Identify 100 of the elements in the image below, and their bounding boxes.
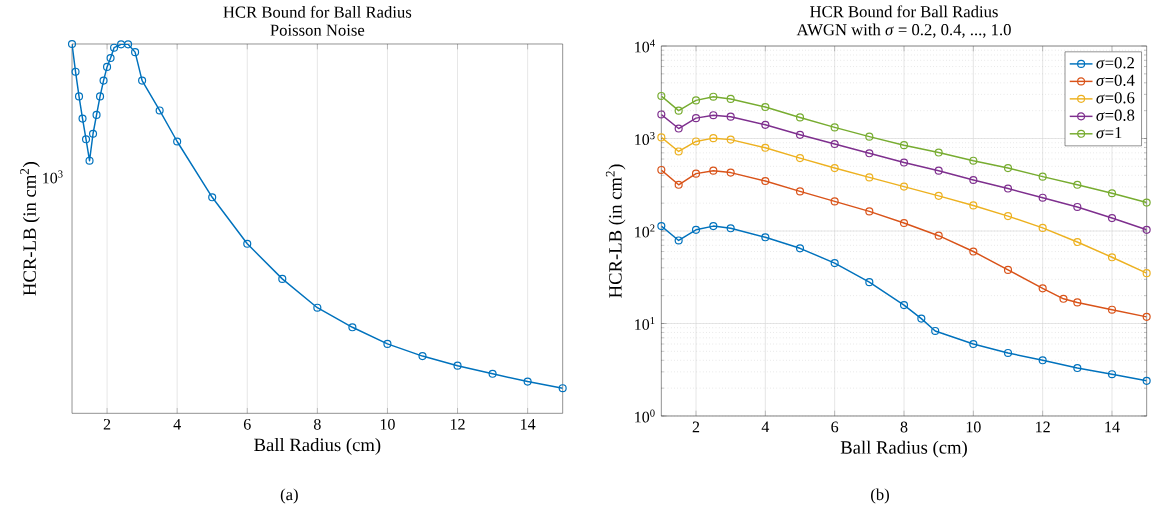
point	[830, 123, 839, 132]
x-tick-label: 12	[1036, 421, 1050, 433]
point	[1107, 305, 1117, 314]
point	[1038, 356, 1047, 365]
point	[674, 180, 683, 190]
point	[1142, 198, 1151, 207]
point	[969, 176, 978, 185]
point	[761, 143, 770, 153]
point	[761, 120, 770, 130]
point	[830, 259, 839, 268]
x-tick-label: 6	[243, 419, 251, 430]
point	[1107, 189, 1117, 198]
point	[691, 96, 701, 105]
x-tick-label: 14	[521, 419, 536, 430]
point	[1059, 294, 1068, 304]
point	[709, 166, 718, 175]
point	[106, 54, 115, 63]
point	[523, 377, 532, 386]
point	[155, 106, 164, 115]
point	[173, 137, 182, 146]
point	[934, 191, 943, 201]
point	[969, 156, 978, 165]
point	[74, 92, 84, 101]
point	[243, 239, 252, 249]
point	[1038, 224, 1047, 233]
point	[969, 201, 978, 210]
x-tick-label: 14	[1105, 421, 1120, 433]
point	[131, 48, 140, 57]
point	[278, 274, 287, 284]
point	[1107, 370, 1117, 379]
point	[865, 207, 874, 216]
point	[865, 278, 874, 287]
point	[110, 43, 119, 52]
point	[99, 76, 108, 85]
point	[138, 76, 147, 85]
point	[95, 92, 105, 101]
legend-label: σ=0.2	[1096, 57, 1134, 69]
point	[726, 135, 735, 144]
point	[1003, 349, 1013, 358]
point	[795, 244, 805, 253]
point	[934, 231, 943, 240]
point	[1073, 364, 1082, 373]
point	[1142, 225, 1151, 235]
x-tick-label: 2	[103, 419, 111, 430]
point	[1142, 312, 1151, 322]
point	[81, 135, 91, 144]
point	[691, 137, 701, 146]
point	[830, 140, 839, 149]
point	[726, 112, 735, 121]
point	[709, 92, 718, 101]
x-tick-label: 12	[450, 419, 465, 430]
point	[899, 301, 909, 310]
x-tick-label: 6	[831, 421, 839, 433]
y-tick-label: 10$^{1}$	[635, 317, 655, 331]
point	[348, 323, 357, 332]
y-axis-title: HCR-LB (in cm$^{2}$)	[20, 162, 40, 296]
point	[67, 40, 77, 49]
point	[691, 169, 701, 178]
point	[761, 103, 770, 112]
point	[657, 166, 666, 175]
point	[761, 233, 770, 242]
point	[726, 95, 735, 104]
point	[124, 40, 133, 49]
point	[657, 133, 666, 142]
text: (b)	[871, 488, 889, 504]
point	[795, 154, 805, 163]
point	[761, 177, 770, 186]
point	[899, 141, 909, 150]
point	[830, 164, 839, 173]
chart-title: HCR Bound for Ball Radius	[223, 6, 412, 18]
point	[830, 197, 839, 206]
point	[917, 314, 926, 323]
point	[709, 222, 718, 231]
legend-label: σ=0.8	[1096, 109, 1135, 122]
point	[78, 114, 87, 123]
point	[85, 156, 94, 165]
point	[1003, 164, 1013, 173]
point	[865, 173, 874, 182]
point	[71, 67, 80, 76]
point	[795, 187, 805, 196]
y-tick-label: 10$^{4}$	[635, 39, 655, 53]
point	[899, 182, 909, 191]
point	[1073, 203, 1082, 212]
x-tick-label: 2	[692, 421, 700, 433]
text: (a)	[280, 488, 298, 504]
point	[418, 352, 427, 361]
point	[1038, 284, 1047, 293]
legend-label: σ=0.6	[1096, 92, 1135, 104]
point	[657, 222, 666, 231]
point	[934, 166, 943, 175]
point	[1142, 269, 1151, 278]
point	[1073, 298, 1082, 307]
point	[1038, 193, 1047, 202]
point	[691, 114, 701, 123]
point	[795, 130, 805, 140]
point	[674, 147, 683, 156]
y-tick-label: 10$^{2}$	[635, 224, 655, 238]
point	[1038, 172, 1047, 181]
point	[726, 168, 735, 177]
point	[865, 149, 874, 158]
